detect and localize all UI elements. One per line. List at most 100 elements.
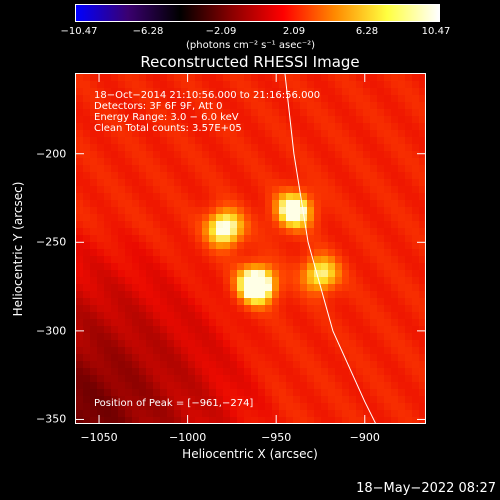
heatmap-cell bbox=[314, 291, 322, 299]
heatmap-cell bbox=[188, 305, 196, 313]
heatmap-cell bbox=[279, 207, 287, 215]
heatmap-cell bbox=[160, 347, 168, 355]
heatmap-cell bbox=[405, 193, 413, 201]
heatmap-cell bbox=[391, 312, 399, 320]
heatmap-cell bbox=[181, 200, 189, 208]
heatmap-cell bbox=[265, 403, 273, 411]
heatmap-cell bbox=[384, 102, 392, 110]
heatmap-cell bbox=[342, 354, 350, 362]
heatmap-cell bbox=[272, 88, 280, 96]
heatmap-cell bbox=[139, 186, 147, 194]
heatmap-cell bbox=[125, 151, 133, 159]
heatmap-cell bbox=[321, 116, 329, 124]
heatmap-cell bbox=[104, 214, 112, 222]
heatmap-cell bbox=[377, 347, 385, 355]
heatmap-cell bbox=[279, 368, 287, 376]
heatmap-cell bbox=[139, 130, 147, 138]
heatmap-cell bbox=[265, 123, 273, 131]
colorbar-units: (photons cm⁻² s⁻¹ asec⁻²) bbox=[186, 40, 316, 51]
heatmap-cell bbox=[356, 284, 364, 292]
heatmap-cell bbox=[328, 361, 336, 369]
heatmap-cell bbox=[272, 193, 280, 201]
heatmap-cell bbox=[153, 249, 161, 257]
heatmap-cell bbox=[167, 172, 175, 180]
heatmap-cell bbox=[132, 333, 140, 341]
heatmap-cell bbox=[293, 81, 301, 89]
annotation-energy-range: Energy Range: 3.0 − 6.0 keV bbox=[94, 112, 239, 123]
heatmap-cell bbox=[216, 256, 224, 264]
heatmap-cell bbox=[251, 417, 259, 423]
heatmap-cell bbox=[167, 347, 175, 355]
heatmap-cell bbox=[356, 214, 364, 222]
heatmap-cell bbox=[328, 403, 336, 411]
heatmap-cell bbox=[223, 340, 231, 348]
heatmap-cell bbox=[405, 102, 413, 110]
heatmap-cell bbox=[321, 368, 329, 376]
heatmap-cell bbox=[328, 284, 336, 292]
heatmap-cell bbox=[265, 298, 273, 306]
heatmap-cell bbox=[265, 130, 273, 138]
heatmap-cell bbox=[279, 130, 287, 138]
heatmap-cell bbox=[251, 151, 259, 159]
heatmap-cell bbox=[272, 109, 280, 117]
heatmap-cell bbox=[279, 354, 287, 362]
heatmap-cell bbox=[384, 179, 392, 187]
heatmap-cell bbox=[384, 95, 392, 103]
heatmap-cell bbox=[398, 130, 406, 138]
heatmap-cell bbox=[412, 396, 420, 404]
heatmap-cell bbox=[181, 137, 189, 145]
heatmap-cell bbox=[76, 417, 84, 423]
heatmap-cell bbox=[118, 165, 126, 173]
heatmap-cell bbox=[286, 298, 294, 306]
heatmap-cell bbox=[349, 319, 357, 327]
heatmap-cell bbox=[293, 277, 301, 285]
heatmap-cell bbox=[314, 228, 322, 236]
heatmap-cell bbox=[314, 214, 322, 222]
heatmap-cell bbox=[286, 102, 294, 110]
heatmap-cell bbox=[90, 228, 98, 236]
heatmap-cell bbox=[160, 291, 168, 299]
heatmap-cell bbox=[188, 291, 196, 299]
heatmap-cell bbox=[258, 270, 266, 278]
heatmap-cell bbox=[391, 403, 399, 411]
heatmap-cell bbox=[335, 200, 343, 208]
heatmap-cell bbox=[90, 207, 98, 215]
heatmap-cell bbox=[384, 361, 392, 369]
heatmap-cell bbox=[419, 270, 425, 278]
heatmap-cell bbox=[307, 382, 315, 390]
heatmap-cell bbox=[104, 151, 112, 159]
colorbar-tick-label: −6.28 bbox=[132, 26, 164, 37]
heatmap-cell bbox=[265, 396, 273, 404]
heatmap-cell bbox=[335, 172, 343, 180]
heatmap-cell bbox=[328, 172, 336, 180]
heatmap-cell bbox=[279, 95, 287, 103]
heatmap-cell bbox=[195, 235, 203, 243]
heatmap-cell bbox=[153, 263, 161, 271]
heatmap-cell bbox=[391, 270, 399, 278]
heatmap-cell bbox=[251, 109, 259, 117]
heatmap-cell bbox=[321, 144, 329, 152]
heatmap-cell bbox=[251, 193, 259, 201]
heatmap-cell bbox=[419, 144, 425, 152]
heatmap-cell bbox=[279, 410, 287, 418]
heatmap-cell bbox=[363, 354, 371, 362]
heatmap-cell bbox=[286, 263, 294, 271]
heatmap-cell bbox=[223, 235, 231, 243]
heatmap-cell bbox=[209, 375, 217, 383]
heatmap-cell bbox=[160, 144, 168, 152]
heatmap-cell bbox=[279, 340, 287, 348]
heatmap-cell bbox=[76, 214, 84, 222]
heatmap-cell bbox=[328, 396, 336, 404]
heatmap-cell bbox=[202, 137, 210, 145]
heatmap-cell bbox=[125, 354, 133, 362]
heatmap-cell bbox=[384, 263, 392, 271]
heatmap-cell bbox=[272, 102, 280, 110]
heatmap-cell bbox=[153, 81, 161, 89]
heatmap-cell bbox=[118, 102, 126, 110]
heatmap-cell bbox=[335, 368, 343, 376]
heatmap-cell bbox=[209, 347, 217, 355]
heatmap-cell bbox=[146, 277, 154, 285]
heatmap-cell bbox=[118, 88, 126, 96]
heatmap-cell bbox=[349, 361, 357, 369]
heatmap-cell bbox=[342, 137, 350, 145]
